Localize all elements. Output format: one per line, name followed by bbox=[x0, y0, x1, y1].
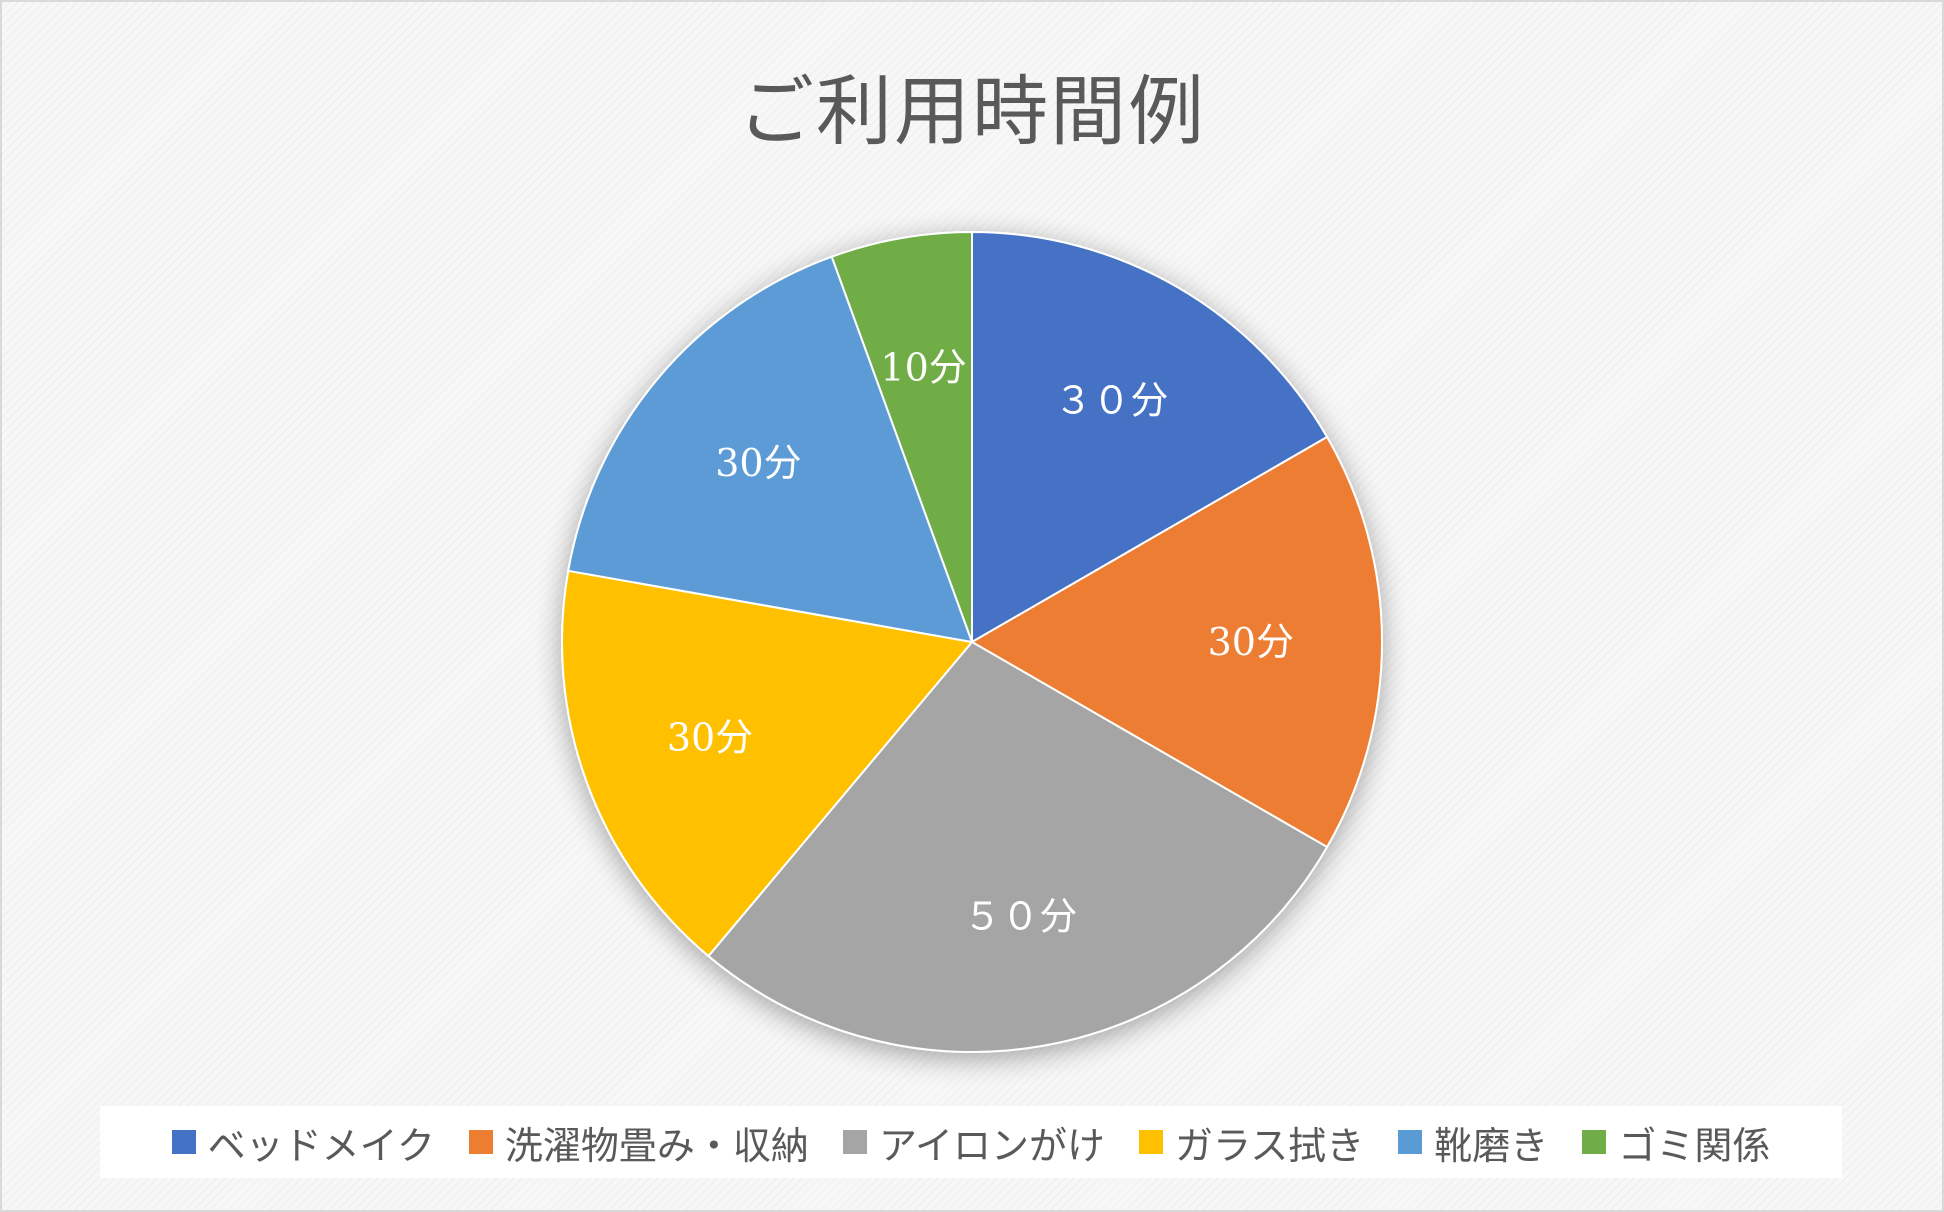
legend-label: 洗濯物畳み・収納 bbox=[504, 1123, 809, 1168]
legend-swatch bbox=[1398, 1130, 1423, 1154]
pie-slice-laundry-folding bbox=[970, 435, 1383, 849]
legend-item-window-cleaning: ガラス拭き bbox=[1139, 1115, 1364, 1170]
chart-legend: ベッドメイク 洗濯物畳み・収納 アイロンがけ ガラス拭き 靴磨き ゴミ関係 bbox=[100, 1106, 1842, 1178]
legend-item-bed-making: ベッドメイク bbox=[171, 1115, 435, 1170]
legend-label: アイロンがけ bbox=[878, 1123, 1106, 1168]
legend-swatch bbox=[1582, 1130, 1607, 1154]
data-label-window-cleaning: 30分 bbox=[667, 715, 753, 759]
data-label-garbage: 10分 bbox=[880, 345, 966, 389]
legend-item-ironing: アイロンがけ bbox=[842, 1115, 1106, 1170]
data-label-laundry-folding: 30分 bbox=[1208, 620, 1294, 664]
legend-label: ベッドメイク bbox=[207, 1123, 435, 1168]
pie-slice-garbage bbox=[830, 230, 973, 643]
legend-swatch bbox=[842, 1130, 867, 1154]
chart-title: ご利用時間例 bbox=[738, 67, 1206, 156]
legend-item-garbage: ゴミ関係 bbox=[1582, 1115, 1770, 1170]
pie-slice-window-cleaning bbox=[561, 569, 974, 958]
legend-label: ガラス拭き bbox=[1175, 1123, 1365, 1168]
pie-slice-bed-making bbox=[971, 230, 1329, 644]
data-label-bed-making: ３０分 bbox=[1054, 379, 1168, 423]
legend-swatch bbox=[171, 1130, 196, 1154]
pie-slice-shoe-polishing bbox=[567, 255, 974, 644]
data-label-ironing: ５０分 bbox=[963, 895, 1077, 939]
legend-label: ゴミ関係 bbox=[1618, 1123, 1771, 1168]
pie-slice-ironing bbox=[707, 640, 1329, 1053]
data-label-shoe-polishing: 30分 bbox=[715, 441, 801, 485]
legend-swatch bbox=[1139, 1130, 1164, 1154]
legend-label: 靴磨き bbox=[1434, 1123, 1549, 1168]
legend-item-laundry-folding: 洗濯物畳み・収納 bbox=[468, 1115, 809, 1170]
legend-item-shoe-polishing: 靴磨き bbox=[1398, 1115, 1548, 1170]
legend-swatch bbox=[468, 1130, 493, 1154]
